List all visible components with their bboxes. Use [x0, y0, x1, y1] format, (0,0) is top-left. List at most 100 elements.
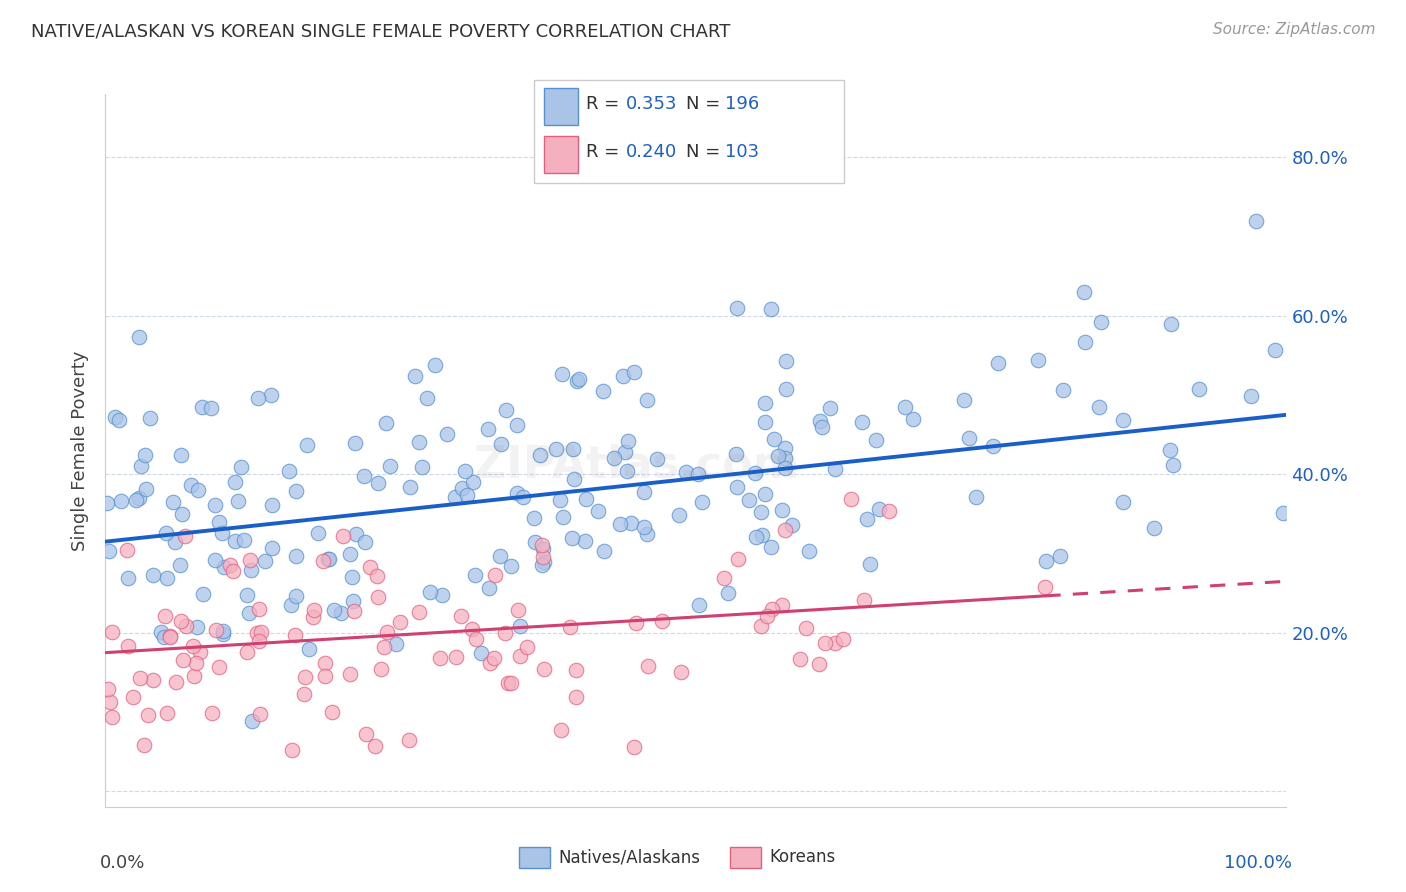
Point [247, 634, 270, 648]
Point [193, 586, 215, 600]
Point [1112, 495, 1135, 509]
Point [104, 409, 127, 424]
Point [478, 581, 501, 595]
Point [668, 508, 690, 522]
Point [425, 358, 447, 372]
Point [1052, 383, 1074, 397]
Point [688, 598, 710, 612]
Point [378, 458, 401, 473]
Point [128, 671, 150, 685]
Point [339, 667, 361, 681]
Point [616, 464, 638, 478]
Point [174, 529, 197, 543]
Point [204, 498, 226, 512]
Point [1161, 458, 1184, 472]
Point [444, 649, 467, 664]
Point [432, 588, 454, 602]
Point [592, 384, 614, 399]
Point [284, 628, 307, 642]
Point [302, 610, 325, 624]
Point [183, 669, 205, 683]
Point [824, 636, 846, 650]
Point [436, 427, 458, 442]
Point [617, 434, 640, 448]
Point [159, 629, 181, 643]
Point [139, 411, 162, 425]
Point [839, 491, 862, 506]
Point [506, 603, 529, 617]
Point [464, 568, 486, 582]
Point [903, 412, 925, 426]
Point [1160, 317, 1182, 331]
Point [444, 490, 467, 504]
Point [770, 503, 793, 517]
Point [506, 486, 529, 500]
Point [233, 533, 256, 547]
Point [620, 516, 643, 530]
Point [239, 563, 262, 577]
Point [416, 391, 439, 405]
Point [456, 488, 478, 502]
Point [314, 669, 336, 683]
Point [218, 558, 240, 573]
Point [226, 494, 249, 508]
Point [531, 549, 554, 564]
Point [645, 452, 668, 467]
Point [727, 552, 749, 566]
Point [877, 504, 900, 518]
Point [342, 594, 364, 608]
Point [987, 356, 1010, 370]
Point [97, 544, 120, 558]
Point [364, 739, 387, 754]
Point [565, 663, 588, 677]
Point [484, 567, 506, 582]
Point [981, 439, 1004, 453]
Point [1271, 506, 1294, 520]
Point [623, 365, 645, 379]
Point [832, 632, 855, 647]
Point [398, 732, 420, 747]
Point [494, 626, 516, 640]
Point [117, 640, 139, 654]
Point [174, 619, 197, 633]
Point [1264, 343, 1286, 358]
Point [464, 632, 486, 646]
Point [754, 396, 776, 410]
Point [533, 662, 555, 676]
Point [429, 651, 451, 665]
Point [725, 480, 748, 494]
Point [1143, 521, 1166, 535]
Point [115, 542, 138, 557]
Point [312, 554, 335, 568]
Text: Koreans: Koreans [769, 848, 835, 866]
Point [292, 687, 315, 701]
Point [690, 494, 713, 508]
Point [506, 418, 529, 433]
Point [548, 492, 571, 507]
Point [533, 555, 555, 569]
Point [240, 714, 263, 729]
Point [1112, 413, 1135, 427]
Point [323, 602, 346, 616]
Point [489, 437, 512, 451]
Point [399, 480, 422, 494]
Text: N =: N = [686, 143, 725, 161]
Point [603, 450, 626, 465]
Point [808, 657, 831, 672]
Point [152, 630, 174, 644]
Point [1033, 580, 1056, 594]
Point [461, 475, 484, 490]
Point [531, 538, 554, 552]
Text: N =: N = [686, 95, 725, 113]
Point [499, 676, 522, 690]
Point [156, 706, 179, 720]
Point [224, 475, 246, 489]
Point [808, 414, 831, 428]
Point [136, 708, 159, 723]
Point [560, 620, 582, 634]
Point [135, 482, 157, 496]
Point [211, 624, 233, 639]
Point [1088, 400, 1111, 414]
Point [96, 496, 118, 510]
Point [294, 670, 316, 684]
